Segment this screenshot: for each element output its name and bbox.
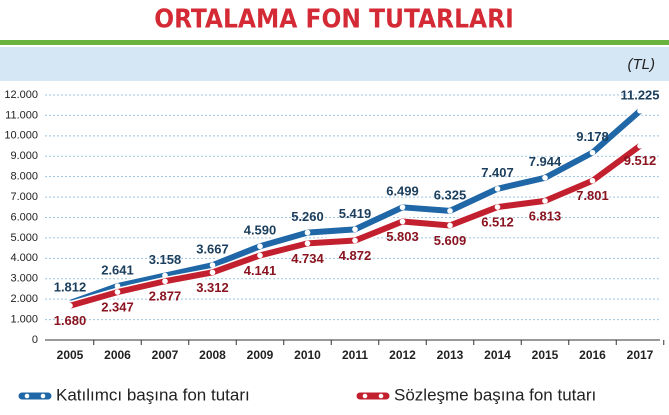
y-tick-label: 8.000 [10, 171, 38, 183]
data-label: 5.260 [291, 209, 324, 224]
data-point [637, 108, 643, 114]
data-label: 5.419 [339, 206, 372, 221]
legend-dot [378, 393, 384, 399]
data-point [589, 149, 596, 156]
x-tick-label: 2014 [484, 348, 511, 362]
y-tick-label: 1.000 [10, 313, 38, 325]
y-tick-label: 5.000 [10, 232, 38, 244]
data-label: 6.499 [386, 184, 419, 199]
data-point [542, 175, 548, 181]
data-point [447, 208, 453, 214]
unit-label: (TL) [628, 56, 656, 73]
data-point [447, 222, 453, 229]
y-tick-label: 9.000 [10, 150, 38, 162]
data-point [399, 218, 406, 225]
y-tick-label: 2.000 [10, 293, 38, 305]
data-label: 3.158 [149, 252, 182, 267]
x-tick-label: 2006 [104, 348, 131, 362]
x-tick-label: 2005 [57, 348, 84, 362]
data-point [257, 243, 263, 250]
data-label: 1.680 [54, 313, 87, 328]
y-tick-label: 10.000 [4, 130, 38, 142]
y-tick-label: 6.000 [10, 211, 38, 223]
data-label: 2.641 [101, 263, 134, 278]
data-point [399, 204, 406, 211]
data-point [589, 177, 596, 184]
x-tick-label: 2012 [389, 348, 416, 362]
data-point [352, 237, 358, 244]
data-point [352, 226, 358, 233]
y-tick-label: 7.000 [10, 191, 38, 203]
data-label: 5.609 [434, 233, 467, 248]
data-label: 7.407 [481, 165, 514, 180]
legend-dot [362, 393, 368, 399]
data-label: 9.512 [624, 153, 657, 168]
chart-title: ORTALAMA FON TUTARLARI [154, 5, 514, 35]
x-tick-label: 2015 [532, 348, 559, 362]
data-label: 4.141 [244, 263, 277, 278]
data-point [542, 198, 548, 204]
data-label: 11.225 [620, 87, 659, 102]
x-tick-label: 2010 [294, 348, 321, 362]
data-point [209, 262, 216, 268]
data-label: 6.512 [481, 214, 514, 229]
data-label: 4.734 [291, 251, 324, 266]
data-label: 4.590 [244, 223, 277, 238]
x-tick-label: 2009 [247, 348, 274, 362]
x-tick-label: 2007 [152, 348, 179, 362]
data-point [257, 252, 263, 259]
data-point [67, 302, 73, 309]
legend-dot [24, 393, 30, 399]
data-point [162, 278, 168, 285]
data-label: 2.347 [101, 300, 134, 315]
x-tick-label: 2008 [199, 348, 226, 362]
legend-dot [40, 393, 46, 399]
title-rule [0, 40, 669, 45]
data-point [494, 185, 501, 192]
x-tick-label: 2011 [342, 348, 368, 362]
data-point [637, 142, 643, 149]
data-point [304, 229, 311, 236]
data-label: 6.325 [434, 187, 467, 202]
data-label: 7.801 [576, 188, 609, 203]
y-tick-label: 11.000 [5, 109, 38, 121]
data-label: 2.877 [149, 289, 182, 304]
data-label: 6.813 [529, 208, 562, 223]
data-label: 7.944 [529, 154, 562, 169]
y-tick-label: 4.000 [10, 252, 38, 264]
data-point [114, 289, 121, 295]
x-tick-label: 2013 [437, 348, 464, 362]
legend-label: Sözleşme başına fon tutarı [394, 385, 596, 404]
header-band [0, 47, 669, 81]
legend-label: Katılımcı başına fon tutarı [56, 385, 250, 404]
x-tick-label: 2016 [579, 348, 606, 362]
x-tick-label: 2017 [627, 348, 654, 362]
y-tick-label: 0 [32, 334, 38, 346]
data-label: 3.312 [196, 280, 229, 295]
data-label: 1.812 [54, 279, 87, 294]
data-label: 4.872 [339, 248, 372, 263]
data-label: 9.178 [576, 129, 609, 144]
y-tick-label: 12.000 [4, 89, 38, 101]
data-point [304, 240, 311, 247]
data-label: 5.803 [386, 229, 419, 244]
data-point [494, 204, 501, 210]
data-label: 3.667 [196, 242, 229, 257]
y-tick-label: 3.000 [10, 273, 38, 285]
data-point [209, 269, 216, 276]
